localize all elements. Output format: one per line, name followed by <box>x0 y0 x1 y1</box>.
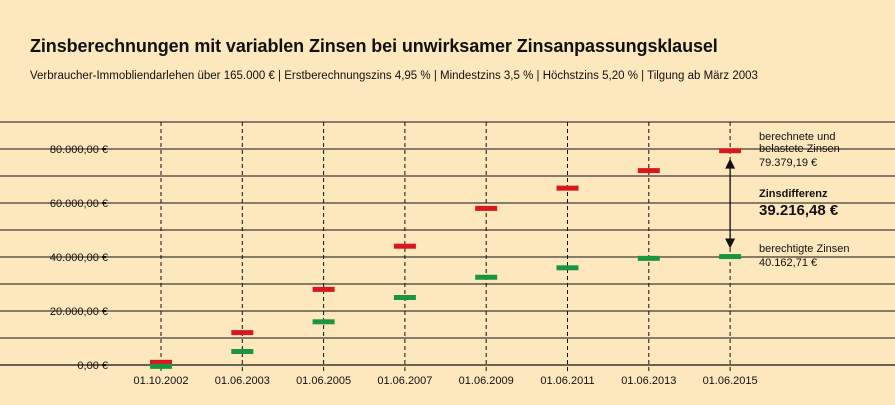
data-marks <box>150 148 742 369</box>
x-tick-label: 01.06.2005 <box>296 375 351 387</box>
green-mark <box>475 274 498 280</box>
x-tick-label: 01.06.2011 <box>540 375 594 387</box>
x-tick-label: 01.06.2007 <box>377 375 432 387</box>
green-mark <box>312 319 335 325</box>
red-mark <box>475 205 498 211</box>
red-mark <box>637 168 660 174</box>
chart-title: Zinsberechnungen mit variablen Zinsen be… <box>30 36 718 56</box>
x-tick-label: 01.06.2013 <box>621 375 676 387</box>
x-tick-label: 01.06.2009 <box>459 375 514 387</box>
top-label-line2: belastete Zinsen <box>759 143 840 155</box>
bottom-label: berechtigte Zinsen <box>759 243 850 255</box>
green-mark <box>556 265 579 271</box>
annotations: berechnete und belastete Zinsen 79.379,1… <box>725 131 850 269</box>
red-mark <box>719 148 742 154</box>
green-mark <box>150 363 172 369</box>
y-tick-label: 60.000,00 € <box>50 198 108 210</box>
top-label-line1: berechnete und <box>759 131 835 143</box>
x-tick-label: 01.06.2003 <box>215 375 270 387</box>
green-mark <box>231 349 254 354</box>
y-tick-label: 80.000,00 € <box>50 144 108 156</box>
y-tick-label: 20.000,00 € <box>50 306 108 318</box>
x-axis-ticks: 01.10.2002 01.06.2003 01.06.2005 01.06.2007… <box>133 375 757 387</box>
y-axis-ticks: 0,00 € 20.000,00 € 40.000,00 € 60.000,00 € 8… <box>50 144 118 372</box>
x-tick-label: 01.10.2002 <box>133 375 188 387</box>
difference-arrow-up <box>725 158 736 169</box>
y-tick-label: 40.000,00 € <box>50 252 108 264</box>
diff-value: 39.216,48 € <box>759 202 839 219</box>
red-mark <box>393 243 416 249</box>
green-mark <box>393 295 416 300</box>
chart-subtitle: Verbraucher-Immobliendarlehen über 165.0… <box>30 70 758 82</box>
difference-arrow-down <box>725 238 736 249</box>
grid-lines <box>0 121 895 366</box>
red-mark <box>312 286 335 292</box>
diff-label: Zinsdifferenz <box>759 188 828 200</box>
bottom-value: 40.162,71 € <box>759 257 817 269</box>
y-tick-label: 0,00 € <box>77 360 108 372</box>
red-mark <box>150 359 172 365</box>
green-mark <box>637 255 660 261</box>
red-mark <box>231 330 254 336</box>
green-mark <box>719 254 742 260</box>
x-tick-label: 01.06.2015 <box>703 375 758 387</box>
red-mark <box>556 185 579 191</box>
top-value: 79.379,19 € <box>759 157 817 169</box>
